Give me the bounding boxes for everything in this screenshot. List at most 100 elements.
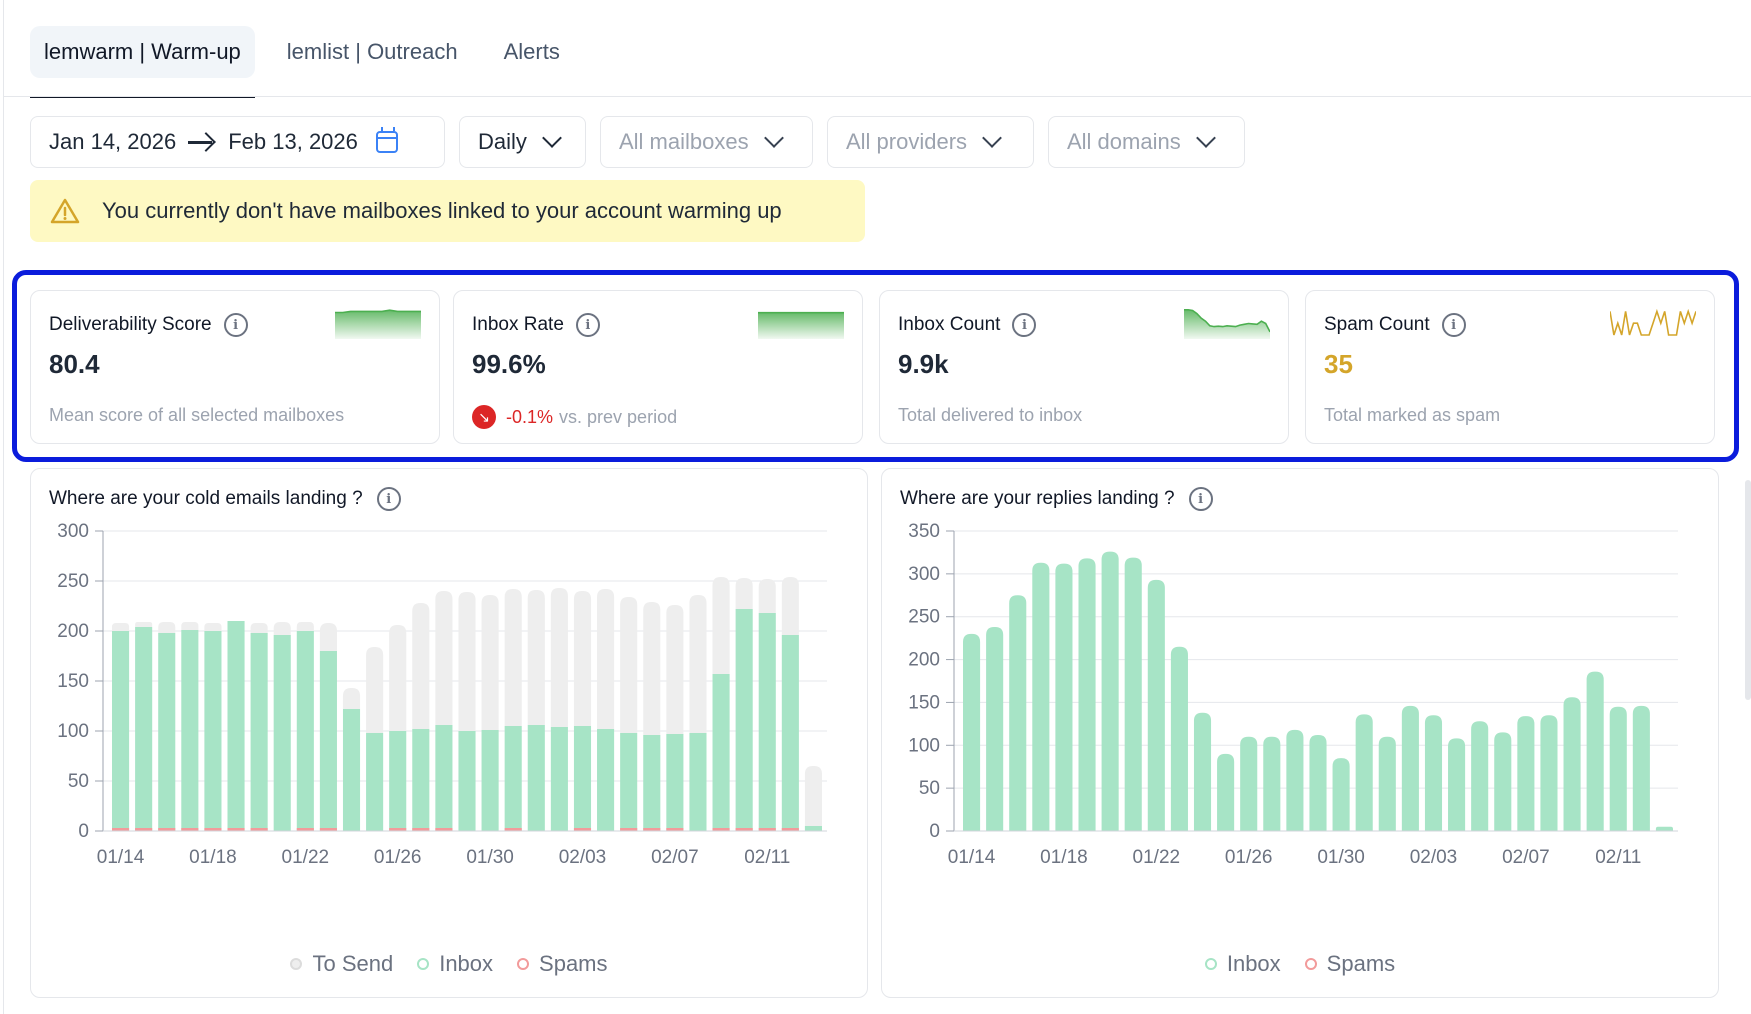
x-tick-label: 01/26 <box>1225 847 1273 868</box>
bar-inbox <box>1309 735 1327 831</box>
bar-inbox <box>1632 705 1650 831</box>
tab-bar: lemwarm | Warm-up lemlist | Outreach Ale… <box>30 26 592 98</box>
x-tick-label: 01/14 <box>948 847 996 868</box>
info-icon[interactable]: i <box>1188 487 1213 511</box>
bar-to-send <box>481 595 499 730</box>
tab-alerts[interactable]: Alerts <box>503 39 560 64</box>
replies-chart-card: Where are your replies landing ? i 0 50 10… <box>881 468 1719 998</box>
legend-inbox[interactable]: Inbox <box>417 951 493 977</box>
calendar-icon[interactable] <box>375 127 398 153</box>
bar-to-send <box>250 623 268 633</box>
legend-label: Inbox <box>1226 951 1281 976</box>
x-tick-label: 02/11 <box>744 847 790 868</box>
bar-inbox <box>1378 736 1396 831</box>
bar-inbox <box>804 826 822 831</box>
inbox-count-value: 9.9k <box>898 349 949 379</box>
x-tick-label: 01/22 <box>1133 847 1181 868</box>
bar-to-send <box>504 589 522 726</box>
chart-legend: Inbox Spams <box>882 951 1718 977</box>
spam-count-sub: Total marked as spam <box>1324 405 1501 425</box>
warning-banner: You currently don't have mailboxes linke… <box>30 180 865 242</box>
date-range-picker[interactable]: Jan 14, 2026 Feb 13, 2026 <box>30 116 445 168</box>
bar-inbox <box>366 733 384 831</box>
inbox-count-sub: Total delivered to inbox <box>898 405 1083 425</box>
legend-dot-spams <box>517 958 530 970</box>
y-tick-label: 250 <box>908 607 940 628</box>
cold-emails-chart-card: Where are your cold emails landing ? i 0… <box>30 468 868 998</box>
x-tick-label: 02/07 <box>1502 847 1550 868</box>
highlight-box <box>12 270 1739 462</box>
info-icon[interactable]: i <box>575 313 600 337</box>
bar-to-send <box>435 591 453 725</box>
y-tick-label: 100 <box>57 721 89 742</box>
granularity-select[interactable]: Daily <box>459 116 586 168</box>
bar-inbox <box>227 621 245 831</box>
chevron-down-icon <box>763 128 784 148</box>
bar-inbox <box>1009 595 1027 831</box>
tab-lemwarm[interactable]: lemwarm | Warm-up <box>30 26 255 98</box>
y-tick-label: 150 <box>57 671 89 692</box>
bar-inbox <box>597 729 615 831</box>
legend-inbox[interactable]: Inbox <box>1204 951 1281 977</box>
legend-spams[interactable]: Spams <box>1304 951 1395 977</box>
inbox-rate-sub: ↘ -0.1% vs. prev period <box>472 405 677 429</box>
legend-label: To Send <box>312 951 394 976</box>
bar-to-send <box>643 602 661 735</box>
bar-inbox <box>1540 715 1558 831</box>
bar-to-send <box>204 623 222 631</box>
y-tick-label: 0 <box>929 821 940 842</box>
bar-spam <box>620 828 638 831</box>
x-tick-label: 01/18 <box>189 847 237 868</box>
left-border <box>3 0 4 1014</box>
info-icon[interactable]: i <box>1012 313 1037 337</box>
bar-to-send <box>527 590 545 725</box>
info-icon[interactable]: i <box>223 313 248 337</box>
bar-to-send <box>389 625 407 731</box>
info-icon[interactable]: i <box>376 487 401 511</box>
providers-select[interactable]: All providers <box>827 116 1034 168</box>
bar-to-send <box>319 623 337 651</box>
card-title: Deliverability Score i <box>49 313 248 337</box>
bar-spam <box>412 828 430 831</box>
legend-to-send[interactable]: To Send <box>290 951 393 977</box>
mailboxes-select[interactable]: All mailboxes <box>600 116 813 168</box>
bar-spam <box>181 828 199 831</box>
bar-spam <box>112 828 130 831</box>
bar-inbox <box>412 729 430 831</box>
bar-to-send <box>550 588 568 727</box>
bar-to-send <box>758 579 776 613</box>
scrollbar[interactable] <box>1745 480 1751 700</box>
legend-dot-to-send <box>290 958 303 970</box>
chevron-down-icon <box>542 128 562 148</box>
legend-dot-spams <box>1304 958 1317 970</box>
spam-count-value: 35 <box>1324 349 1353 379</box>
info-icon[interactable]: i <box>1441 313 1466 337</box>
x-tick-label: 01/22 <box>282 847 330 868</box>
date-start: Jan 14, 2026 <box>49 129 177 154</box>
bar-to-send <box>597 589 615 729</box>
warning-triangle-icon <box>50 198 80 224</box>
domains-select[interactable]: All domains <box>1048 116 1245 168</box>
bar-inbox <box>435 725 453 831</box>
deliverability-sub: Mean score of all selected mailboxes <box>49 405 345 425</box>
bar-inbox <box>1170 646 1188 831</box>
granularity-value: Daily <box>478 129 527 154</box>
bar-inbox <box>689 733 707 831</box>
bar-inbox <box>1286 729 1304 831</box>
bar-to-send <box>620 597 638 733</box>
replies-chart: 0 50 100 150 200 250 300 350 01/14 01/18 01/22 01/2… <box>908 521 1678 868</box>
y-tick-label: 50 <box>68 771 89 792</box>
bar-spam <box>643 828 661 831</box>
bar-inbox <box>135 627 153 831</box>
legend-label: Spams <box>539 951 608 976</box>
y-tick-label: 350 <box>908 521 940 542</box>
x-tick-label: 02/03 <box>559 847 607 868</box>
legend-spams[interactable]: Spams <box>517 951 608 977</box>
bar-inbox <box>273 635 291 831</box>
bar-to-send <box>781 577 799 635</box>
bar-inbox <box>1263 736 1281 831</box>
tab-lemlist[interactable]: lemlist | Outreach <box>286 39 458 64</box>
bar-inbox <box>573 726 592 831</box>
bar-inbox <box>758 613 776 831</box>
bar-inbox <box>504 726 522 831</box>
